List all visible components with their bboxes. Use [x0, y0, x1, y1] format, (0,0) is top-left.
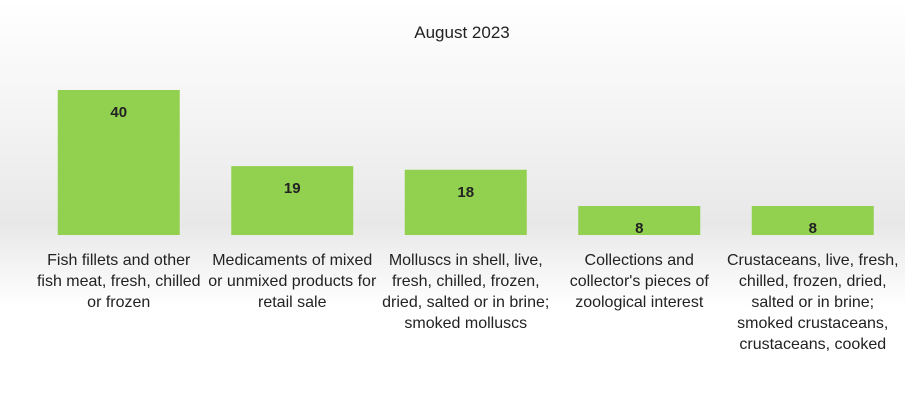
- bar: [578, 206, 701, 235]
- x-tick-label: Crustaceans, live, fresh, chilled, froze…: [726, 252, 899, 353]
- bar: [404, 169, 527, 235]
- value-label: 8: [635, 220, 643, 237]
- chart-title: August 2023: [414, 23, 509, 42]
- bar: [57, 90, 180, 235]
- x-tick-label: Collections and collector's pieces of zo…: [569, 252, 709, 311]
- x-tick-label: Fish fillets and other fish meat, fresh,…: [36, 252, 201, 311]
- value-label: 18: [457, 184, 474, 201]
- bar: [751, 206, 874, 235]
- value-label: 19: [284, 180, 301, 197]
- value-label: 40: [110, 104, 127, 121]
- value-label: 8: [809, 220, 817, 237]
- bar: [231, 166, 354, 235]
- x-tick-label: Medicaments of mixed or unmixed products…: [208, 252, 377, 311]
- x-tick-label: Molluscs in shell, live, fresh, chilled,…: [382, 252, 550, 332]
